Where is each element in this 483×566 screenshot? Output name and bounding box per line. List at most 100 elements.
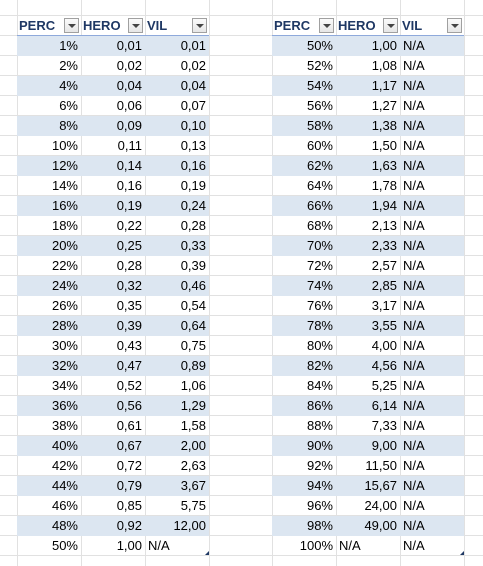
table-cell-vil[interactable]: N/A — [403, 298, 425, 313]
table-cell-vil[interactable]: N/A — [403, 398, 425, 413]
column-header-perc[interactable]: PERC — [17, 16, 81, 36]
table-cell-perc[interactable]: 64% — [306, 178, 333, 193]
table-cell-vil[interactable]: N/A — [403, 178, 425, 193]
table-cell-perc[interactable]: 14% — [51, 178, 78, 193]
filter-dropdown-icon[interactable] — [447, 18, 462, 33]
table-cell-hero[interactable]: 7,33 — [371, 418, 397, 433]
table-cell-vil[interactable]: 0,89 — [180, 358, 206, 373]
table-cell-vil[interactable]: 0,07 — [180, 98, 206, 113]
filter-dropdown-icon[interactable] — [319, 18, 334, 33]
table-cell-perc[interactable]: 18% — [51, 218, 78, 233]
table-cell-hero[interactable]: 0,79 — [116, 478, 142, 493]
table-cell-hero[interactable]: 0,56 — [116, 398, 142, 413]
table-cell-vil[interactable]: N/A — [403, 498, 425, 513]
table-cell-vil[interactable]: 0,10 — [180, 118, 206, 133]
table-cell-perc[interactable]: 86% — [306, 398, 333, 413]
table-cell-vil[interactable]: 0,01 — [180, 38, 206, 53]
table-cell-hero[interactable]: 0,92 — [116, 518, 142, 533]
table-cell-hero[interactable]: 49,00 — [364, 518, 397, 533]
table-cell-vil[interactable]: N/A — [403, 78, 425, 93]
column-header-perc[interactable]: PERC — [272, 16, 336, 36]
table-cell-hero[interactable]: 4,00 — [371, 338, 397, 353]
table-cell-vil[interactable]: N/A — [403, 278, 425, 293]
table-cell-perc[interactable]: 32% — [51, 358, 78, 373]
table-cell-vil[interactable]: N/A — [403, 478, 425, 493]
table-cell-perc[interactable]: 50% — [51, 538, 78, 553]
table-cell-perc[interactable]: 34% — [51, 378, 78, 393]
table-cell-hero[interactable]: 0,22 — [116, 218, 142, 233]
table-cell-perc[interactable]: 10% — [51, 138, 78, 153]
table-cell-perc[interactable]: 66% — [306, 198, 333, 213]
column-header-hero[interactable]: HERO — [81, 16, 145, 36]
table-cell-hero[interactable]: 1,00 — [116, 538, 142, 553]
table-cell-vil[interactable]: 2,63 — [180, 458, 206, 473]
table-cell-vil[interactable]: N/A — [403, 238, 425, 253]
table-cell-perc[interactable]: 100% — [299, 538, 333, 553]
table-cell-perc[interactable]: 94% — [306, 478, 333, 493]
table-cell-hero[interactable]: 0,43 — [116, 338, 142, 353]
table-cell-perc[interactable]: 48% — [51, 518, 78, 533]
filter-dropdown-icon[interactable] — [192, 18, 207, 33]
table-cell-vil[interactable]: N/A — [403, 58, 425, 73]
table-cell-perc[interactable]: 46% — [51, 498, 78, 513]
filter-dropdown-icon[interactable] — [128, 18, 143, 33]
table-cell-hero[interactable]: 1,38 — [371, 118, 397, 133]
table-cell-hero[interactable]: 0,19 — [116, 198, 142, 213]
table-cell-hero[interactable]: 0,72 — [116, 458, 142, 473]
table-cell-perc[interactable]: 6% — [59, 98, 78, 113]
table-cell-vil[interactable]: 0,16 — [180, 158, 206, 173]
table-cell-perc[interactable]: 68% — [306, 218, 333, 233]
table-cell-vil[interactable]: N/A — [403, 318, 425, 333]
table-cell-vil[interactable]: N/A — [403, 458, 425, 473]
table-cell-vil[interactable]: N/A — [403, 338, 425, 353]
table-cell-perc[interactable]: 56% — [306, 98, 333, 113]
table-cell-hero[interactable]: 0,16 — [116, 178, 142, 193]
table-cell-hero[interactable]: 0,01 — [116, 38, 142, 53]
table-cell-hero[interactable]: 11,50 — [365, 458, 397, 473]
table-cell-vil[interactable]: N/A — [403, 438, 425, 453]
table-cell-hero[interactable]: 1,27 — [371, 98, 397, 113]
table-cell-perc[interactable]: 50% — [306, 38, 333, 53]
table-cell-hero[interactable]: 0,52 — [116, 378, 142, 393]
table-cell-vil[interactable]: 5,75 — [180, 498, 206, 513]
table-cell-hero[interactable]: 1,50 — [371, 138, 397, 153]
table-cell-perc[interactable]: 8% — [59, 118, 78, 133]
table-cell-hero[interactable]: 2,57 — [371, 258, 397, 273]
table-cell-perc[interactable]: 82% — [306, 358, 333, 373]
table-cell-vil[interactable]: N/A — [403, 518, 425, 533]
table-cell-vil[interactable]: N/A — [403, 118, 425, 133]
table-cell-vil[interactable]: 0,04 — [180, 78, 206, 93]
table-cell-perc[interactable]: 52% — [306, 58, 333, 73]
table-cell-vil[interactable]: N/A — [403, 38, 425, 53]
table-cell-perc[interactable]: 70% — [306, 238, 333, 253]
table-cell-hero[interactable]: 1,08 — [371, 58, 397, 73]
table-cell-hero[interactable]: 6,14 — [371, 398, 397, 413]
table-cell-vil[interactable]: N/A — [148, 538, 170, 553]
table-cell-hero[interactable]: 2,13 — [371, 218, 397, 233]
table-cell-vil[interactable]: N/A — [403, 358, 425, 373]
table-cell-hero[interactable]: 9,00 — [371, 438, 397, 453]
table-cell-vil[interactable]: N/A — [403, 378, 425, 393]
table-cell-perc[interactable]: 16% — [51, 198, 78, 213]
table-cell-hero[interactable]: N/A — [339, 538, 361, 553]
column-header-vil[interactable]: VIL — [145, 16, 209, 36]
table-cell-vil[interactable]: N/A — [403, 418, 425, 433]
table-cell-vil[interactable]: N/A — [403, 258, 425, 273]
table-cell-vil[interactable]: 0,13 — [180, 138, 206, 153]
table-cell-vil[interactable]: 12,00 — [173, 518, 206, 533]
column-header-hero[interactable]: HERO — [336, 16, 400, 36]
table-cell-hero[interactable]: 0,39 — [116, 318, 142, 333]
table-resize-handle[interactable] — [205, 551, 209, 555]
table-cell-perc[interactable]: 88% — [306, 418, 333, 433]
table-cell-hero[interactable]: 1,78 — [371, 178, 397, 193]
table-cell-perc[interactable]: 96% — [306, 498, 333, 513]
table-cell-perc[interactable]: 90% — [306, 438, 333, 453]
table-cell-hero[interactable]: 0,11 — [117, 138, 142, 153]
table-cell-perc[interactable]: 60% — [306, 138, 333, 153]
table-cell-hero[interactable]: 1,94 — [371, 198, 397, 213]
table-cell-perc[interactable]: 38% — [51, 418, 78, 433]
table-cell-hero[interactable]: 15,67 — [364, 478, 397, 493]
table-cell-perc[interactable]: 4% — [59, 78, 78, 93]
table-cell-hero[interactable]: 4,56 — [371, 358, 397, 373]
table-cell-vil[interactable]: 0,39 — [180, 258, 206, 273]
